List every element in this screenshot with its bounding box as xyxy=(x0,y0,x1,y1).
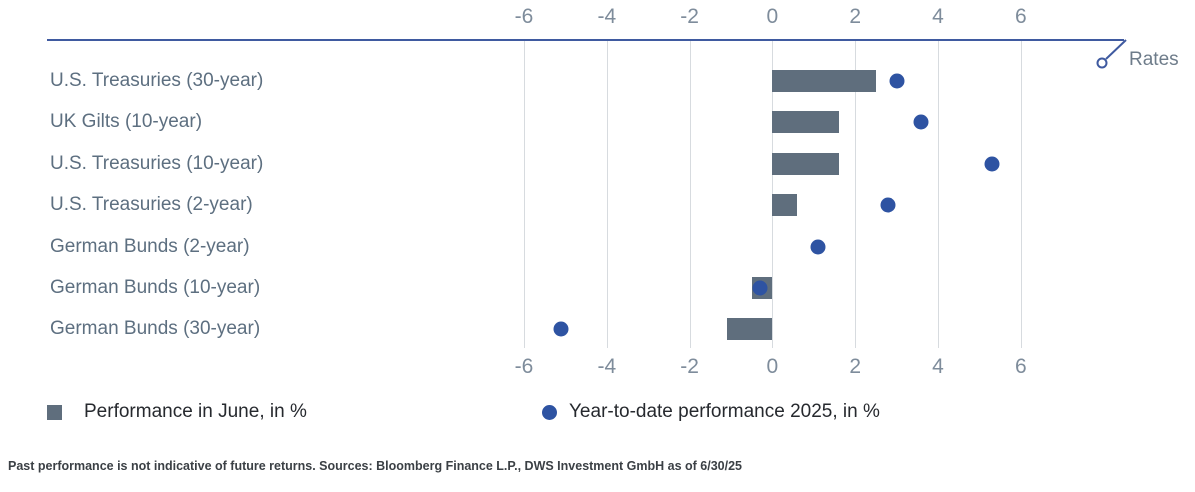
category-label: U.S. Treasuries (10-year) xyxy=(50,152,264,174)
legend-label-june: Performance in June, in % xyxy=(84,401,307,422)
legend-label-ytd: Year-to-date performance 2025, in % xyxy=(569,401,880,422)
june-performance-bar xyxy=(772,70,876,92)
x-tick-label-bottom: 0 xyxy=(766,355,779,378)
june-performance-bar xyxy=(772,152,839,175)
gridline xyxy=(938,41,939,348)
ytd-performance-dot xyxy=(913,114,929,130)
ytd-performance-dot xyxy=(984,156,1000,172)
june-performance-bar xyxy=(772,111,839,134)
june-performance-bar xyxy=(772,194,798,217)
x-tick-label-top: 2 xyxy=(849,5,862,28)
source-disclaimer: Past performance is not indicative of fu… xyxy=(8,459,742,473)
ytd-performance-dot xyxy=(810,239,826,255)
x-tick-label-bottom: -4 xyxy=(597,355,617,378)
rates-axis-callout-icon xyxy=(1096,39,1127,69)
x-tick-label-bottom: -6 xyxy=(514,355,534,378)
legend-item-ytd: Year-to-date performance 2025, in % xyxy=(542,400,880,424)
category-label: U.S. Treasuries (2-year) xyxy=(50,194,253,216)
x-tick-label-top: -4 xyxy=(597,5,617,28)
gridline xyxy=(524,41,525,348)
ytd-dot-swatch-icon xyxy=(542,404,557,420)
category-label: German Bunds (10-year) xyxy=(50,277,261,298)
legend-item-june: Performance in June, in % xyxy=(47,400,307,424)
category-label: U.S. Treasuries (30-year) xyxy=(50,70,264,91)
legend: Performance in June, in % Year-to-date p… xyxy=(0,400,1195,424)
category-label: UK Gilts (10-year) xyxy=(50,111,203,133)
rates-axis-label: Rates xyxy=(1129,49,1179,70)
june-bar-swatch-icon xyxy=(47,404,62,420)
category-label: German Bunds (2-year) xyxy=(50,235,250,257)
x-tick-label-top: 6 xyxy=(1014,5,1027,28)
gridline xyxy=(689,41,691,348)
ytd-performance-dot xyxy=(553,321,569,337)
june-performance-bar xyxy=(726,318,773,341)
ytd-performance-dot xyxy=(889,73,905,89)
category-label: German Bunds (30-year) xyxy=(50,318,261,340)
x-tick-label-bottom: 4 xyxy=(932,355,944,378)
x-tick-label-top: 4 xyxy=(932,5,944,28)
gridline xyxy=(1020,41,1022,348)
x-tick-label-bottom: 2 xyxy=(849,355,862,378)
x-tick-label-bottom: 6 xyxy=(1014,355,1027,378)
top-axis-line xyxy=(47,39,1124,41)
gridline xyxy=(606,41,608,348)
x-tick-label-top: 0 xyxy=(766,5,779,28)
x-tick-label-bottom: -2 xyxy=(680,355,699,378)
x-tick-label-top: -6 xyxy=(514,5,534,28)
x-tick-label-top: -2 xyxy=(680,5,699,28)
ytd-performance-dot xyxy=(880,197,896,213)
ytd-performance-dot xyxy=(752,280,768,296)
gridline xyxy=(855,41,857,348)
